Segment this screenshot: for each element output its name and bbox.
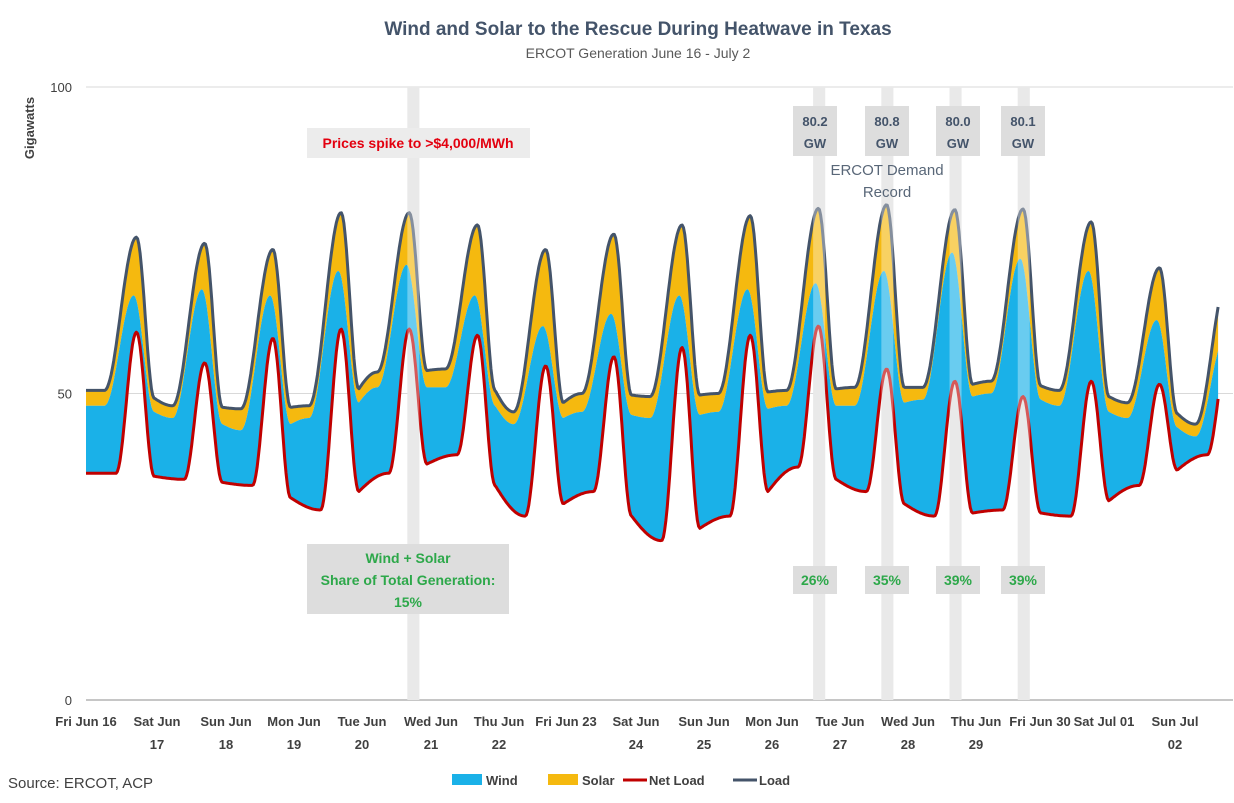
source-note: Source: ERCOT, ACP (8, 775, 153, 792)
legend-swatch (452, 774, 482, 785)
highlight-band-overlay (949, 87, 962, 700)
axes: 0 50 100 Fri Jun 16 Sat Jun 17 Sun Jun 18 Mon Ju… (50, 80, 1198, 752)
net-load-line (85, 324, 1220, 543)
x-tick-label: 19 (287, 737, 301, 752)
x-tick-label: Thu Jun (474, 714, 525, 729)
x-tick-label: Fri Jun 16 (55, 714, 116, 729)
x-tick-label: Sun Jun (200, 714, 251, 729)
x-tick-label: 24 (629, 737, 644, 752)
x-tick-label: 29 (969, 737, 983, 752)
legend-label: Wind (486, 773, 518, 788)
x-tick-label: Wed Jun (881, 714, 935, 729)
x-tick-label: Wed Jun (404, 714, 458, 729)
x-tick-label: Mon Jun (267, 714, 320, 729)
x-tick-label: 18 (219, 737, 233, 752)
record-peak-box (936, 106, 980, 156)
share-label-line: Wind + Solar (365, 550, 451, 566)
share-label-line: Share of Total Generation: (321, 572, 496, 588)
x-tick-label: Sat Jul 01 (1074, 714, 1135, 729)
legend-swatch (548, 774, 578, 785)
annotations: Prices spike to >$4,000/MWh Wind + Solar S… (307, 87, 1045, 700)
x-tick-label: Mon Jun (745, 714, 798, 729)
legend-label: Net Load (649, 773, 705, 788)
y-tick-label: 0 (65, 693, 72, 708)
load-line (85, 203, 1220, 426)
record-share-value: 39% (1009, 572, 1038, 588)
x-tick-label: Thu Jun (951, 714, 1002, 729)
x-tick-label: 25 (697, 737, 711, 752)
x-tick-label: Tue Jun (338, 714, 387, 729)
y-tick-label: 50 (58, 387, 72, 402)
record-peak-box (1001, 106, 1045, 156)
x-tick-label: Sun Jul (1152, 714, 1199, 729)
record-share-box (1001, 566, 1045, 594)
price-spike-label: Prices spike to >$4,000/MWh (322, 135, 513, 151)
wind-area (86, 252, 1219, 541)
record-peak-value: 80.0 (945, 114, 970, 129)
x-tick-label: 27 (833, 737, 847, 752)
x-tick-label: 26 (765, 737, 779, 752)
x-tick-label: 17 (150, 737, 164, 752)
record-peak-unit: GW (876, 136, 899, 151)
y-axis-label: Gigawatts (22, 97, 37, 159)
demand-record-label: Record (863, 184, 911, 201)
record-peak-unit: GW (804, 136, 827, 151)
legend-label: Solar (582, 773, 615, 788)
record-peak-unit: GW (947, 136, 970, 151)
record-share-box (865, 566, 909, 594)
record-peak-box (793, 106, 837, 156)
x-tick-label: Sun Jun (678, 714, 729, 729)
record-share-value: 35% (873, 572, 902, 588)
share-box (307, 544, 509, 614)
x-tick-label: Fri Jun 30 (1009, 714, 1070, 729)
chart-title: Wind and Solar to the Rescue During Heat… (384, 19, 891, 40)
x-tick-label: Fri Jun 23 (535, 714, 596, 729)
x-tick-label: 02 (1168, 737, 1182, 752)
highlight-band-overlay (1017, 87, 1030, 700)
record-share-box (793, 566, 837, 594)
x-tick-label: Tue Jun (816, 714, 865, 729)
x-tick-label: 21 (424, 737, 438, 752)
record-peak-value: 80.1 (1010, 114, 1035, 129)
legend-label: Load (759, 773, 790, 788)
highlight-band-overlay (813, 87, 826, 700)
record-share-value: 39% (944, 572, 973, 588)
record-peak-value: 80.8 (874, 114, 899, 129)
legend: Wind Solar Net Load Load (452, 773, 790, 788)
price-spike-box (307, 128, 530, 158)
x-tick-label: 28 (901, 737, 915, 752)
highlight-band-overlay (881, 87, 894, 700)
x-tick-label: 22 (492, 737, 506, 752)
x-tick-label: Sat Jun (134, 714, 181, 729)
chart-subtitle: ERCOT Generation June 16 - July 2 (526, 45, 751, 61)
x-tick-label: Sat Jun (613, 714, 660, 729)
record-peak-unit: GW (1012, 136, 1035, 151)
record-peak-value: 80.2 (802, 114, 827, 129)
y-tick-label: 100 (50, 80, 72, 95)
x-tick-label: 20 (355, 737, 369, 752)
solar-area (86, 204, 1219, 437)
record-share-value: 26% (801, 572, 830, 588)
demand-record-label: ERCOT Demand (830, 162, 943, 179)
record-share-box (936, 566, 980, 594)
record-peak-box (865, 106, 909, 156)
share-label-line: 15% (394, 594, 423, 610)
plot-area (85, 203, 1220, 543)
